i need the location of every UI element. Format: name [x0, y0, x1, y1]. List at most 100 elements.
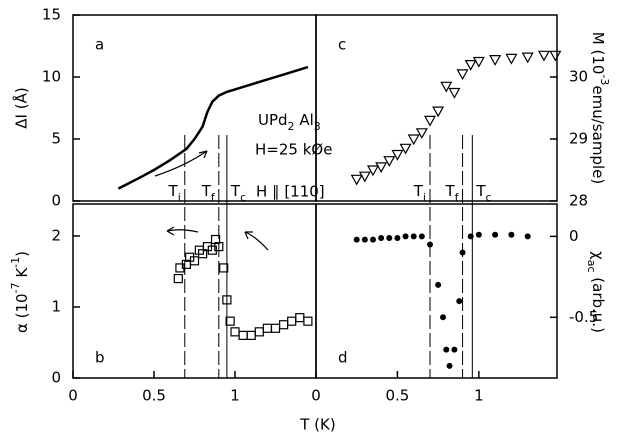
- text-part: f: [455, 191, 460, 204]
- data-point: [279, 320, 289, 330]
- data-point: [440, 81, 453, 93]
- panel-label: b: [95, 349, 105, 367]
- data-point: [378, 234, 385, 241]
- data-point: [219, 263, 229, 273]
- y-tick-label: 0: [51, 192, 61, 210]
- data-point: [361, 236, 368, 243]
- x-tick-label: 0: [311, 387, 321, 405]
- data-point: [295, 313, 305, 323]
- panel-label: c: [338, 36, 346, 54]
- text-part: T: [201, 182, 212, 200]
- data-point: [440, 314, 447, 321]
- data-point: [287, 316, 297, 326]
- panel-label: a: [95, 36, 104, 54]
- y-tick-label: 1: [51, 297, 61, 315]
- data-point: [402, 233, 409, 240]
- data-point: [222, 295, 232, 305]
- data-point: [254, 327, 264, 337]
- y-axis-label: M (10-3emu/sample): [590, 32, 612, 184]
- arrow: [166, 229, 199, 233]
- arrow-head: [166, 226, 175, 236]
- data-point: [524, 233, 531, 240]
- data-point: [386, 234, 393, 241]
- data-point: [262, 323, 272, 333]
- data-point: [391, 149, 404, 161]
- data-point: [189, 256, 200, 266]
- text-part: K: [13, 267, 31, 283]
- data-point: [426, 241, 433, 248]
- panel-label: d: [338, 349, 348, 367]
- data-point: [198, 249, 208, 259]
- direction-label: H ∥ [110]: [256, 183, 325, 201]
- data-point: [472, 56, 485, 68]
- text-part: T: [445, 182, 456, 200]
- arrow-head: [198, 150, 208, 159]
- arrow-head: [244, 231, 253, 240]
- text-part: T: [230, 182, 241, 200]
- panel-frame: [72, 14, 317, 202]
- y-tick-label: 0: [51, 369, 61, 387]
- data-point: [432, 106, 445, 118]
- data-point: [358, 171, 371, 183]
- text-part: 3: [314, 120, 321, 133]
- data-point: [549, 50, 562, 62]
- data-point: [173, 273, 183, 284]
- arrow: [244, 231, 269, 251]
- transition-label: Tf: [445, 182, 460, 204]
- y-tick-label: 0: [569, 227, 579, 245]
- data-point: [492, 231, 499, 238]
- text-part: α (10: [13, 293, 31, 333]
- data-point: [270, 323, 281, 333]
- data-point: [537, 50, 550, 62]
- data-point: [521, 52, 534, 64]
- data-point: [394, 234, 401, 241]
- text-part: Al: [295, 111, 314, 129]
- x-tick-label: 1: [230, 387, 240, 405]
- data-point: [418, 233, 425, 240]
- text-part: emu/sample): [590, 85, 608, 184]
- y-axis-label: α (10-7 K-1): [9, 251, 31, 333]
- data-point: [383, 156, 396, 167]
- y-tick-label: 2: [51, 226, 61, 244]
- x-tick-label: 0.5: [385, 387, 409, 405]
- data-point: [375, 162, 388, 174]
- y-tick-label: 28: [569, 192, 588, 210]
- text-part: T: [413, 182, 424, 200]
- x-tick-label: 0.5: [142, 387, 166, 405]
- arrows: [154, 150, 269, 251]
- data-point: [508, 231, 515, 238]
- y-tick-label: 10: [42, 68, 61, 86]
- transition-label: Ti: [413, 182, 426, 204]
- panel-frame: [315, 14, 558, 202]
- data-point: [303, 316, 313, 326]
- data-point: [467, 233, 474, 240]
- data-point: [225, 316, 235, 326]
- y-axis-label: ΔI (Å): [12, 87, 31, 128]
- y-axis-label: χac (arb.u.): [586, 251, 608, 333]
- compound-label: UPd2 Al3: [258, 111, 321, 133]
- data-point: [456, 69, 469, 81]
- y-tick-label: 29: [569, 130, 588, 148]
- text-part: χ: [590, 251, 608, 260]
- text-part: i: [423, 191, 426, 204]
- y-tick-label: 30: [569, 68, 588, 86]
- data-point: [238, 330, 248, 340]
- transition-label: Tc: [475, 182, 491, 204]
- data-point: [435, 281, 442, 288]
- data-point: [214, 242, 224, 252]
- data-point: [410, 233, 417, 240]
- text-part: f: [211, 191, 216, 204]
- data-point: [407, 134, 420, 146]
- data-point: [415, 128, 428, 140]
- y-tick-label: 5: [51, 130, 61, 148]
- text-part: i: [178, 191, 181, 204]
- text-part: T: [168, 182, 179, 200]
- panel-frame: [72, 203, 317, 379]
- text-part: -7: [9, 282, 22, 293]
- data-point: [446, 362, 453, 369]
- x-axis-label: T (K): [299, 416, 335, 434]
- text-part: -1: [9, 257, 22, 268]
- data-point: [230, 327, 240, 337]
- data-point: [443, 346, 450, 353]
